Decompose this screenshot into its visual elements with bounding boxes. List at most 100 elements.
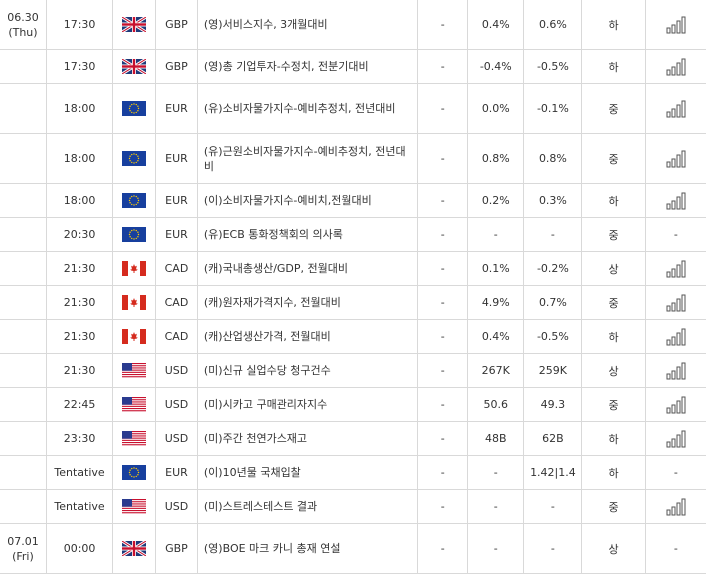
bar-chart-icon[interactable] — [666, 16, 686, 33]
event-name[interactable]: (캐)원자재가격지수, 전월대비 — [197, 285, 419, 320]
eu-flag-icon — [122, 465, 147, 480]
chart-cell: - — [645, 455, 706, 490]
chart-cell[interactable] — [645, 421, 706, 456]
event-name[interactable]: (영)총 기업투자-수정치, 전분기대비 — [197, 49, 419, 84]
bar-chart-icon[interactable] — [666, 260, 686, 277]
forecast-value: 48B — [467, 421, 525, 456]
actual-value: - — [417, 523, 469, 574]
previous-value: 0.7% — [523, 285, 583, 320]
no-chart-label: - — [673, 228, 678, 241]
previous-value: -0.5% — [523, 319, 583, 354]
date-cell — [0, 421, 47, 456]
event-name[interactable]: (미)스트레스테스트 결과 — [197, 489, 419, 524]
forecast-value: 50.6 — [467, 387, 525, 422]
currency-cell: GBP — [155, 49, 198, 84]
importance-value: 중 — [581, 133, 646, 184]
event-name[interactable]: (유)ECB 통화정책회의 의사록 — [197, 217, 419, 252]
bar-chart-icon[interactable] — [666, 362, 686, 379]
time-cell: 20:30 — [46, 217, 114, 252]
actual-value: - — [417, 0, 469, 50]
actual-value: - — [417, 183, 469, 218]
flag-cell — [112, 489, 157, 524]
importance-value: 하 — [581, 0, 646, 50]
table-row: 18:00 EUR (유)소비자물가지수-예비추정치, 전년대비 -0.0% -0.1%… — [0, 83, 706, 134]
chart-cell[interactable] — [645, 319, 706, 354]
event-name[interactable]: (캐)국내총생산/GDP, 전월대비 — [197, 251, 419, 286]
time-cell: 18:00 — [46, 183, 114, 218]
forecast-value: 0.0% — [467, 83, 525, 134]
importance-value: 상 — [581, 523, 646, 574]
bar-chart-icon[interactable] — [666, 294, 686, 311]
flag-cell — [112, 251, 157, 286]
flag-cell — [112, 183, 157, 218]
date-cell — [0, 387, 47, 422]
date-label: 06.30 (Thu) — [7, 10, 39, 39]
ca-flag-icon — [122, 295, 147, 310]
bar-chart-icon[interactable] — [666, 192, 686, 209]
previous-value: 259K — [523, 353, 583, 388]
date-cell — [0, 217, 47, 252]
chart-cell[interactable] — [645, 0, 706, 50]
currency-cell: EUR — [155, 133, 198, 184]
bar-chart-icon[interactable] — [666, 100, 686, 117]
actual-value: - — [417, 353, 469, 388]
uk-flag-icon — [122, 541, 147, 556]
bar-chart-icon[interactable] — [666, 498, 686, 515]
chart-cell[interactable] — [645, 387, 706, 422]
forecast-value: -0.4% — [467, 49, 525, 84]
uk-flag-icon — [122, 17, 147, 32]
importance-value: 중 — [581, 489, 646, 524]
table-row: 18:00 EUR (이)소비자물가지수-예비치,전월대비 -0.2% 0.3% 하 — [0, 183, 706, 218]
importance-value: 하 — [581, 455, 646, 490]
event-name[interactable]: (미)신규 실업수당 청구건수 — [197, 353, 419, 388]
table-row: 23:30 USD (미)주간 천연가스재고 -48B 62B 하 — [0, 421, 706, 456]
event-name[interactable]: (유)근원소비자물가지수-예비추정치, 전년대비 — [197, 133, 419, 184]
chart-cell[interactable] — [645, 133, 706, 184]
forecast-value: 0.1% — [467, 251, 525, 286]
currency-cell: GBP — [155, 523, 198, 574]
date-cell — [0, 455, 47, 490]
bar-chart-icon[interactable] — [666, 328, 686, 345]
event-name[interactable]: (캐)산업생산가격, 전월대비 — [197, 319, 419, 354]
bar-chart-icon[interactable] — [666, 396, 686, 413]
event-name[interactable]: (미)시카고 구매관리자지수 — [197, 387, 419, 422]
event-name[interactable]: (이)10년물 국채입찰 — [197, 455, 419, 490]
date-cell — [0, 353, 47, 388]
chart-cell[interactable] — [645, 49, 706, 84]
bar-chart-icon[interactable] — [666, 150, 686, 167]
date-cell: 07.01 (Fri) — [0, 523, 47, 574]
importance-value: 하 — [581, 183, 646, 218]
event-name[interactable]: (영)서비스지수, 3개월대비 — [197, 0, 419, 50]
date-cell — [0, 183, 47, 218]
flag-cell — [112, 217, 157, 252]
time-cell: 17:30 — [46, 49, 114, 84]
currency-cell: EUR — [155, 217, 198, 252]
event-name[interactable]: (영)BOE 마크 카니 총재 연설 — [197, 523, 419, 574]
us-flag-icon — [122, 363, 147, 378]
actual-value: - — [417, 217, 469, 252]
bar-chart-icon[interactable] — [666, 58, 686, 75]
actual-value: - — [417, 251, 469, 286]
event-name[interactable]: (유)소비자물가지수-예비추정치, 전년대비 — [197, 83, 419, 134]
time-cell: 22:45 — [46, 387, 114, 422]
event-name[interactable]: (미)주간 천연가스재고 — [197, 421, 419, 456]
previous-value: -0.1% — [523, 83, 583, 134]
eu-flag-icon — [122, 101, 147, 116]
chart-cell[interactable] — [645, 83, 706, 134]
no-chart-label: - — [673, 466, 678, 479]
chart-cell[interactable] — [645, 251, 706, 286]
chart-cell[interactable] — [645, 285, 706, 320]
time-cell: 18:00 — [46, 83, 114, 134]
ca-flag-icon — [122, 329, 147, 344]
table-row: 21:30 CAD (캐)원자재가격지수, 전월대비 -4.9% 0.7% 중 — [0, 285, 706, 320]
chart-cell[interactable] — [645, 183, 706, 218]
bar-chart-icon[interactable] — [666, 430, 686, 447]
table-row: 06.30 (Thu) 17:30 GBP (영)서비스지수, 3개월대비 -0.4% 0… — [0, 0, 706, 50]
chart-cell[interactable] — [645, 489, 706, 524]
table-row: 07.01 (Fri) 00:00 GBP (영)BOE 마크 카니 총재 연설 - - -… — [0, 523, 706, 574]
event-name[interactable]: (이)소비자물가지수-예비치,전월대비 — [197, 183, 419, 218]
date-cell — [0, 489, 47, 524]
chart-cell[interactable] — [645, 353, 706, 388]
